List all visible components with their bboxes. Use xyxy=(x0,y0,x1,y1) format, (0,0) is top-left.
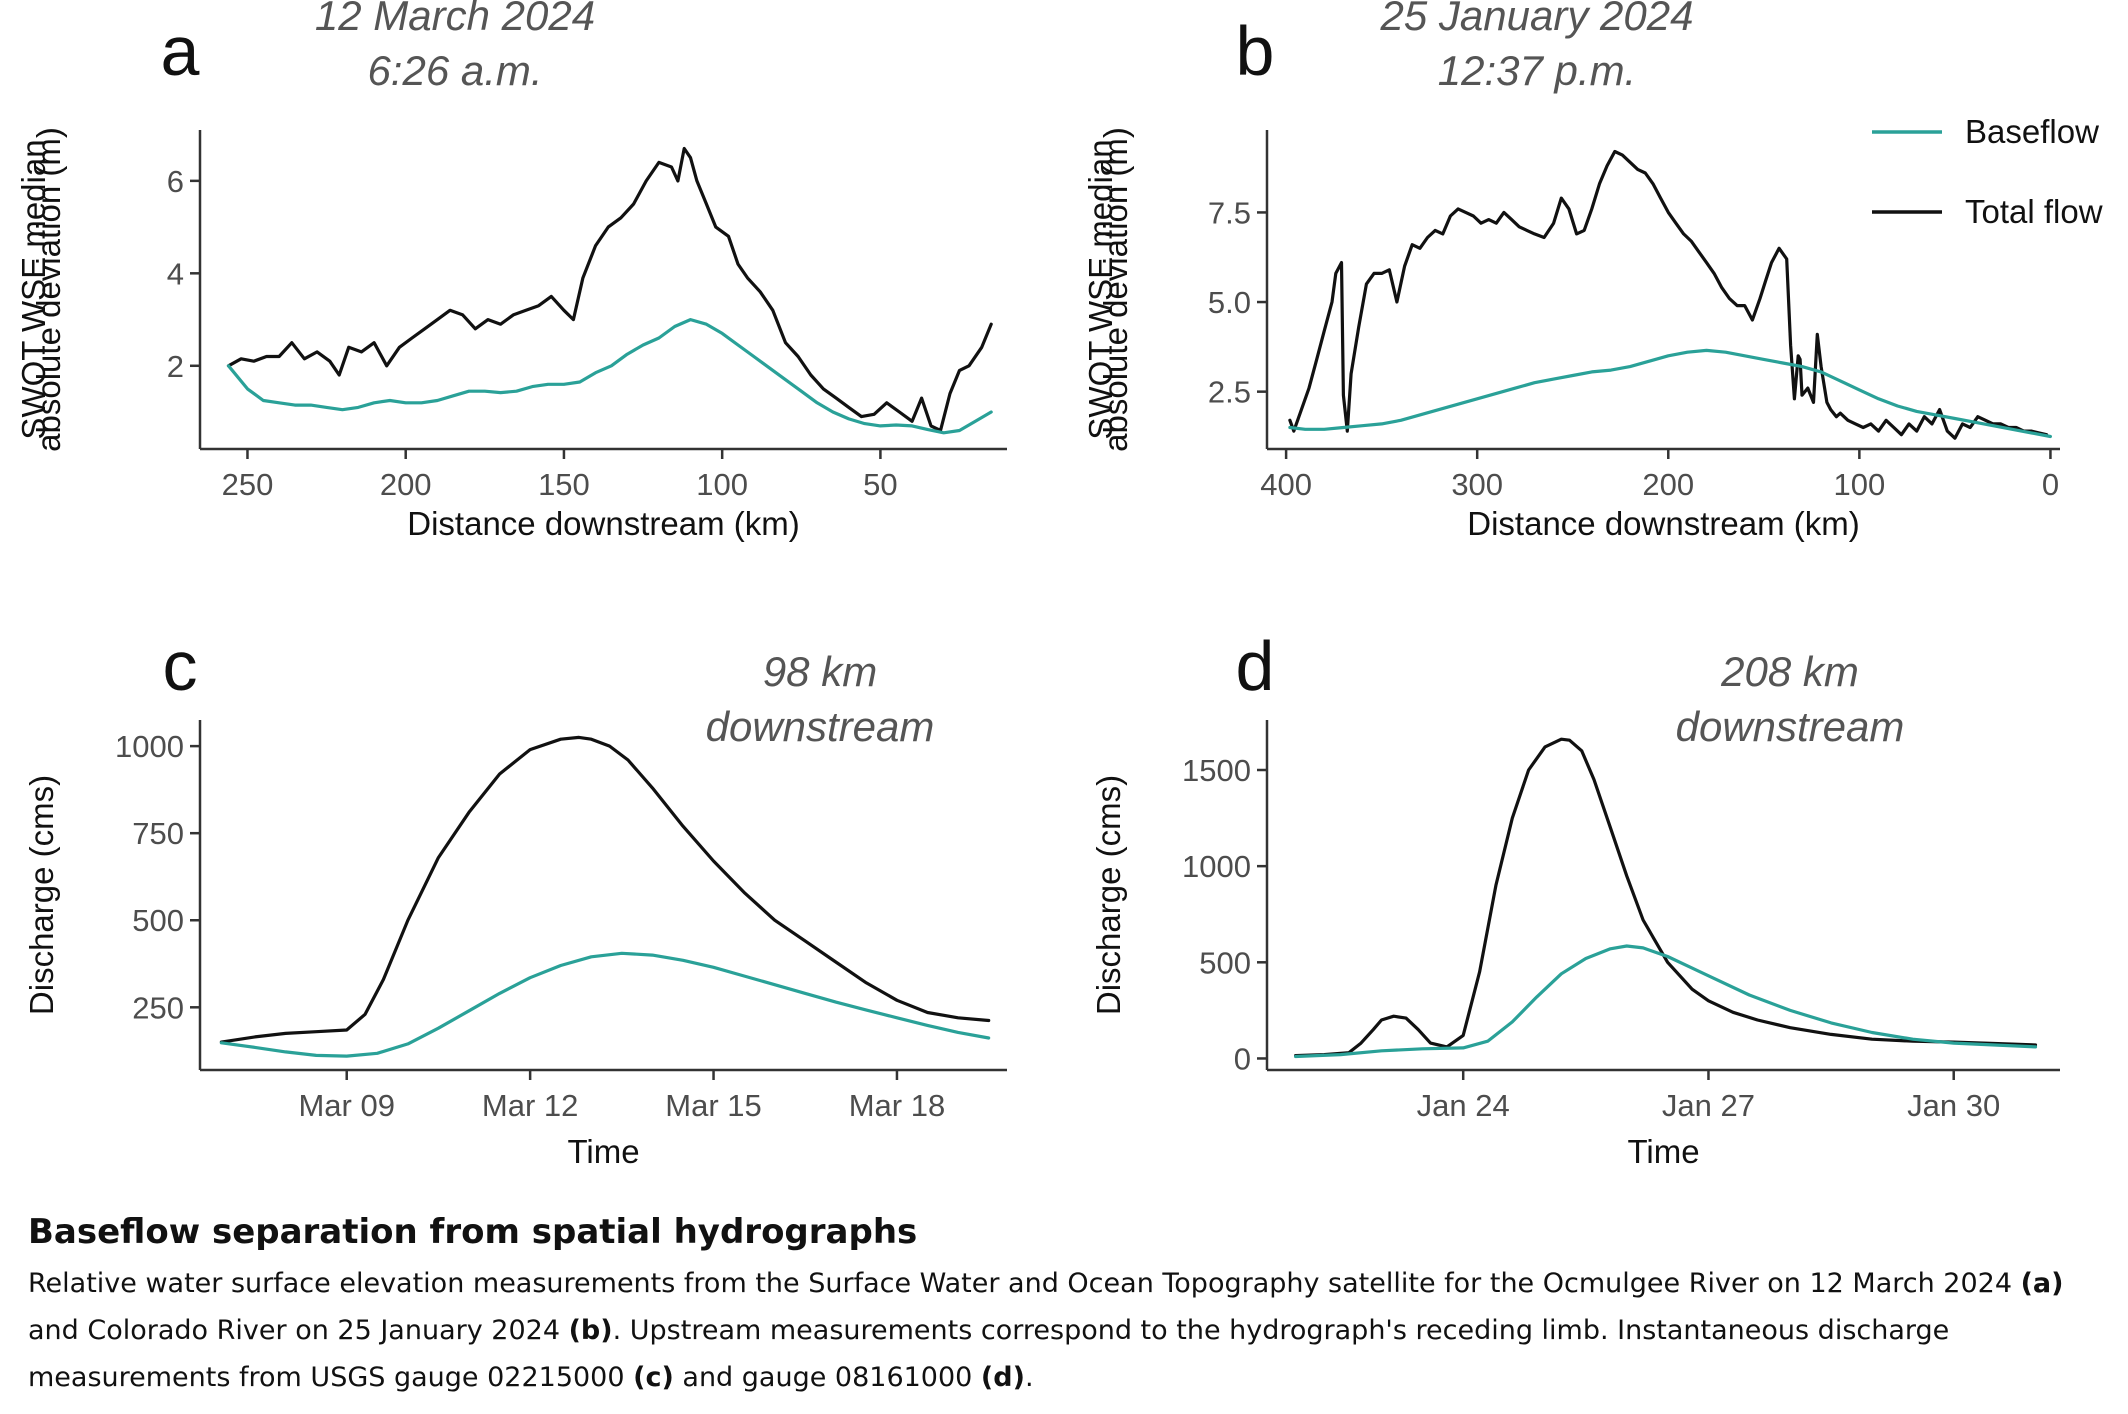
series-line-total-flow-a xyxy=(226,146,993,433)
panel-annotation: downstream xyxy=(1676,703,1905,750)
x-tick-label: 150 xyxy=(538,467,590,502)
y-tick-label: 2.5 xyxy=(1208,375,1251,410)
y-tick-label: 500 xyxy=(1199,945,1251,980)
x-tick-label: Jan 27 xyxy=(1662,1088,1755,1123)
caption-text-part: and gauge 08161000 xyxy=(673,1362,981,1393)
panel-letter-d: d xyxy=(1236,627,1275,705)
y-tick-label: 4 xyxy=(167,256,184,291)
x-tick-label: Mar 09 xyxy=(298,1088,394,1123)
x-axis-label: Time xyxy=(1627,1133,1699,1170)
panel-annotation: 98 km xyxy=(763,648,877,695)
x-tick-label: 250 xyxy=(222,467,274,502)
y-axis-label: Discharge (cms) xyxy=(1090,775,1127,1015)
y-axis-label: SWOT WSE median xyxy=(15,139,52,439)
y-tick-label: 750 xyxy=(132,816,184,851)
y-tick-label: 1000 xyxy=(115,729,184,764)
panel-annotation: 208 km xyxy=(1720,648,1859,695)
y-tick-label: 500 xyxy=(132,903,184,938)
caption-text-part: . xyxy=(1024,1362,1034,1393)
series-line-total-flow-c xyxy=(219,735,991,1044)
x-tick-label: Mar 12 xyxy=(482,1088,578,1123)
x-tick-label: Jan 30 xyxy=(1907,1088,2000,1123)
x-tick-label: Mar 18 xyxy=(849,1088,945,1123)
figure-canvas: a 12 March 2024 6:26 a.m. 2 4 6 250 200 150 100 50… xyxy=(15,0,2103,1170)
x-tick-label: 50 xyxy=(863,467,897,502)
figure-caption: Baseflow separation from spatial hydrogr… xyxy=(28,1212,2098,1401)
panel-annotation: downstream xyxy=(706,703,935,750)
y-axis-label: Discharge (cms) xyxy=(23,775,60,1015)
y-tick-label: 2 xyxy=(167,349,184,384)
x-tick-label: 200 xyxy=(1642,467,1694,502)
x-tick-label: Mar 15 xyxy=(665,1088,761,1123)
x-tick-label: 300 xyxy=(1451,467,1503,502)
legend-label: Baseflow xyxy=(1965,113,2099,150)
chart-legend: Baseflow Total flow xyxy=(1872,113,2103,230)
y-tick-label: 5.0 xyxy=(1208,285,1251,320)
caption-title: Baseflow separation from spatial hydrogr… xyxy=(28,1212,918,1252)
caption-ref-a: (a) xyxy=(2020,1268,2064,1299)
y-tick-label: 250 xyxy=(132,990,184,1025)
series-line-baseflow-b xyxy=(1288,348,2052,439)
chart-panel-b: b 25 January 2024 12:37 p.m. 2.5 5.0 7.5 400 30… xyxy=(1082,0,2060,542)
chart-panel-d: d 208 km downstream 0 500 1000 1500 Jan 24 Jan 2… xyxy=(1090,627,2060,1170)
x-tick-label: 100 xyxy=(1833,467,1885,502)
x-axis-label: Distance downstream (km) xyxy=(1467,505,1859,542)
caption-ref-b: (b) xyxy=(568,1315,613,1346)
panel-annotation: 25 January 2024 xyxy=(1380,0,1694,39)
caption-text: Relative water surface elevation measure… xyxy=(28,1260,2098,1401)
caption-text-part: . Upstream measurements correspond to th… xyxy=(28,1315,1950,1393)
panel-annotation: 6:26 a.m. xyxy=(367,47,542,94)
chart-panel-a: a 12 March 2024 6:26 a.m. 2 4 6 250 200 150 100 50… xyxy=(15,0,1007,542)
y-axis-label: absolute deviation (m) xyxy=(30,127,67,452)
series-line-total-flow-d xyxy=(1293,737,2038,1058)
caption-ref-d: (d) xyxy=(980,1362,1025,1393)
y-tick-label: 6 xyxy=(167,164,184,199)
panel-letter-c: c xyxy=(163,627,198,705)
panel-annotation: 12 March 2024 xyxy=(315,0,595,39)
y-tick-label: 0 xyxy=(1234,1041,1251,1076)
x-tick-label: 0 xyxy=(2042,467,2059,502)
x-tick-label: Jan 24 xyxy=(1417,1088,1510,1123)
series-line-baseflow-d xyxy=(1293,944,2038,1059)
series-line-total-flow-b xyxy=(1288,149,2049,440)
x-tick-label: 400 xyxy=(1260,467,1312,502)
caption-ref-c: (c) xyxy=(633,1362,674,1393)
panel-letter-a: a xyxy=(161,12,200,90)
series-line-baseflow-c xyxy=(219,951,991,1058)
x-tick-label: 100 xyxy=(696,467,748,502)
y-axis-label: SWOT WSE median xyxy=(1082,139,1119,439)
y-tick-label: 1500 xyxy=(1182,753,1251,788)
panel-annotation: 12:37 p.m. xyxy=(1438,47,1636,94)
y-tick-label: 1000 xyxy=(1182,849,1251,884)
x-tick-label: 200 xyxy=(380,467,432,502)
chart-panel-c: c 98 km downstream 250 500 750 1000 Mar 09 Mar 1… xyxy=(23,627,1007,1170)
y-tick-label: 7.5 xyxy=(1208,195,1251,230)
series-line-baseflow-a xyxy=(226,318,993,435)
x-axis-label: Time xyxy=(567,1133,639,1170)
legend-label: Total flow xyxy=(1965,193,2103,230)
caption-text-part: and Colorado River on 25 January 2024 xyxy=(28,1315,569,1346)
caption-text-part: Relative water surface elevation measure… xyxy=(28,1268,2021,1299)
y-axis-label: absolute deviation (m) xyxy=(1097,127,1134,452)
x-axis-label: Distance downstream (km) xyxy=(407,505,799,542)
panel-letter-b: b xyxy=(1236,12,1275,90)
